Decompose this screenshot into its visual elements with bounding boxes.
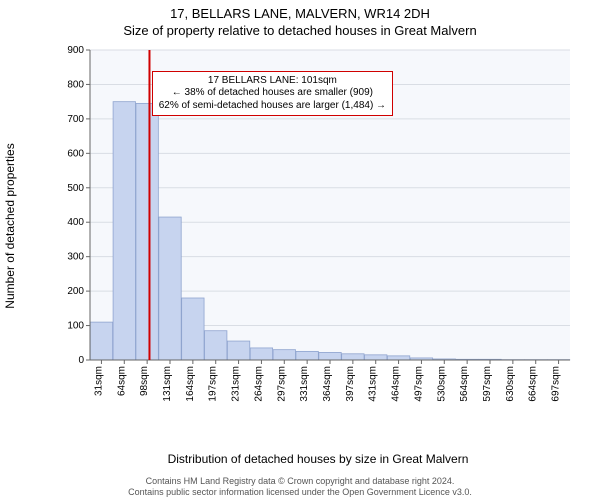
svg-text:400: 400 xyxy=(67,217,84,228)
svg-text:600: 600 xyxy=(67,148,84,159)
svg-text:64sqm: 64sqm xyxy=(116,366,127,396)
svg-text:464sqm: 464sqm xyxy=(391,366,402,402)
svg-text:697sqm: 697sqm xyxy=(551,366,562,402)
svg-text:364sqm: 364sqm xyxy=(322,366,333,402)
svg-text:431sqm: 431sqm xyxy=(368,366,379,402)
svg-text:664sqm: 664sqm xyxy=(528,366,539,402)
page-subtitle: Size of property relative to detached ho… xyxy=(0,21,600,38)
svg-text:297sqm: 297sqm xyxy=(276,366,287,402)
svg-text:630sqm: 630sqm xyxy=(505,366,516,402)
svg-text:800: 800 xyxy=(67,79,84,90)
svg-text:31sqm: 31sqm xyxy=(93,366,104,396)
page-title: 17, BELLARS LANE, MALVERN, WR14 2DH xyxy=(0,0,600,21)
annotation-line2: ← 38% of detached houses are smaller (90… xyxy=(159,87,386,100)
marker-annotation: 17 BELLARS LANE: 101sqm ← 38% of detache… xyxy=(152,71,393,117)
plot-area: 0 100 200 300 400 500 600 700 800 900 31sqm 64sqm 98… xyxy=(58,44,578,414)
svg-text:231sqm: 231sqm xyxy=(231,366,242,402)
svg-text:700: 700 xyxy=(67,114,84,125)
svg-text:100: 100 xyxy=(67,321,84,332)
svg-text:331sqm: 331sqm xyxy=(299,366,310,402)
annotation-line3: 62% of semi-detached houses are larger (… xyxy=(159,100,386,113)
annotation-line1: 17 BELLARS LANE: 101sqm xyxy=(159,75,386,88)
svg-text:497sqm: 497sqm xyxy=(413,366,424,402)
svg-text:500: 500 xyxy=(67,183,84,194)
svg-text:164sqm: 164sqm xyxy=(185,366,196,402)
y-axis-label: Number of detached properties xyxy=(3,76,17,376)
svg-text:197sqm: 197sqm xyxy=(208,366,219,402)
svg-text:264sqm: 264sqm xyxy=(253,366,264,402)
x-axis-label: Distribution of detached houses by size … xyxy=(58,452,578,466)
footer-attribution: Contains HM Land Registry data © Crown c… xyxy=(0,476,600,498)
footer-line1: Contains HM Land Registry data © Crown c… xyxy=(0,476,600,487)
svg-text:597sqm: 597sqm xyxy=(482,366,493,402)
svg-text:98sqm: 98sqm xyxy=(139,366,150,396)
svg-text:397sqm: 397sqm xyxy=(345,366,356,402)
svg-text:530sqm: 530sqm xyxy=(436,366,447,402)
svg-text:564sqm: 564sqm xyxy=(459,366,470,402)
svg-text:131sqm: 131sqm xyxy=(162,366,173,402)
svg-text:300: 300 xyxy=(67,252,84,263)
chart-container: 17, BELLARS LANE, MALVERN, WR14 2DH Size… xyxy=(0,0,600,500)
svg-text:900: 900 xyxy=(67,45,84,56)
svg-text:0: 0 xyxy=(78,355,84,366)
svg-text:200: 200 xyxy=(67,286,84,297)
footer-line2: Contains public sector information licen… xyxy=(0,487,600,498)
y-axis-label-wrap: Number of detached properties xyxy=(0,44,20,414)
